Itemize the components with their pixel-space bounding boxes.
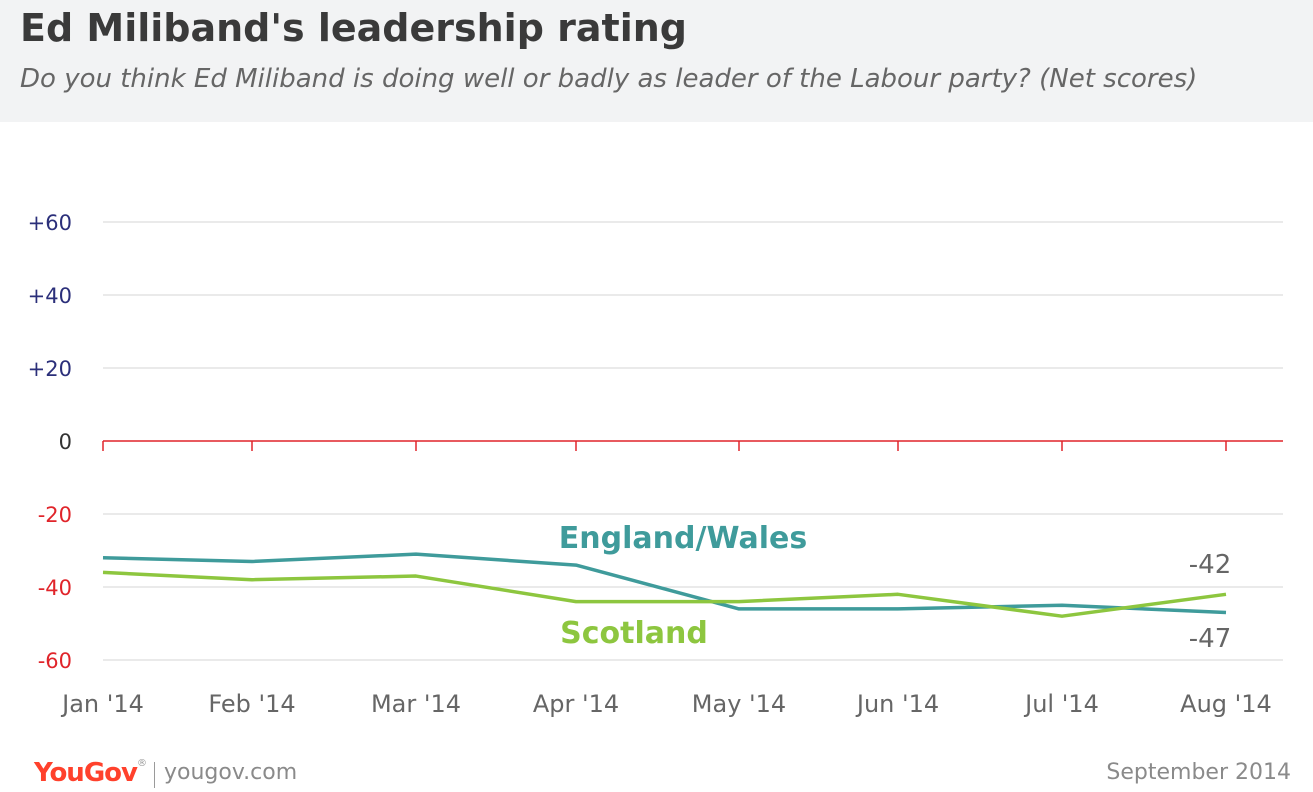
- x-tick-label: Jun '14: [855, 690, 939, 718]
- x-tick-label: Jul '14: [1023, 690, 1099, 718]
- x-tick-label: Jan '14: [60, 690, 144, 718]
- y-tick-label: -60: [38, 649, 72, 673]
- x-tick-label: May '14: [692, 690, 786, 718]
- end-value-label: -47: [1189, 624, 1231, 654]
- chart-subtitle: Do you think Ed Miliband is doing well o…: [20, 64, 1198, 94]
- x-tick-label: Aug '14: [1180, 690, 1272, 718]
- chart-title: Ed Miliband's leadership rating: [20, 6, 687, 50]
- y-tick-label: +20: [28, 357, 72, 381]
- footer-url: yougov.com: [164, 760, 298, 785]
- y-tick-label: -20: [38, 503, 72, 527]
- y-tick-label: 0: [59, 430, 72, 454]
- series-name-label: England/Wales: [559, 521, 807, 556]
- footer-divider: [154, 762, 155, 788]
- header-band: Ed Miliband's leadership rating Do you t…: [0, 0, 1313, 122]
- x-tick-label: Feb '14: [208, 690, 295, 718]
- footer-date: September 2014: [1106, 760, 1291, 785]
- y-tick-label: +40: [28, 284, 72, 308]
- yougov-logo: YouGov®: [34, 758, 147, 788]
- x-tick-label: Apr '14: [533, 690, 619, 718]
- y-tick-label: -40: [38, 576, 72, 600]
- y-tick-label: +60: [28, 211, 72, 235]
- series-name-label: Scotland: [560, 616, 708, 651]
- series-line-1: [102, 570, 1227, 618]
- series-line-0: [102, 552, 1227, 615]
- line-chart: +60 +40 +20 0 -20 -40 -60 Jan '14 Feb '14 Mar '14…: [28, 211, 1283, 718]
- end-value-label: -42: [1189, 550, 1231, 580]
- x-tick-label: Mar '14: [371, 690, 461, 718]
